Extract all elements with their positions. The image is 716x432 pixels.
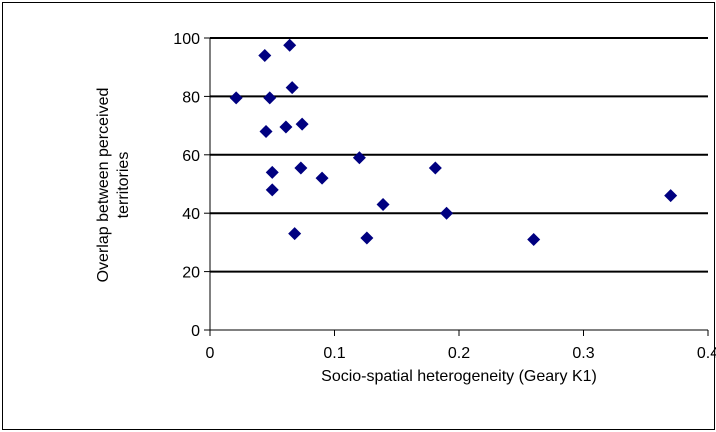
x-tick-label: 0.1 [323, 345, 345, 362]
x-tick-label: 0 [206, 345, 215, 362]
data-point [527, 232, 541, 246]
data-point [440, 206, 454, 220]
data-point [352, 151, 366, 165]
data-point [376, 197, 390, 211]
y-tick-labels: 0 20 40 60 80 100 [173, 31, 200, 340]
data-point [258, 49, 272, 63]
y-axis-label-line-1: Overlap between perceived [95, 88, 112, 283]
data-point [664, 189, 678, 203]
x-tick-label: 0.3 [572, 345, 594, 362]
data-point [428, 161, 442, 175]
data-point [279, 120, 293, 134]
data-point [265, 165, 279, 179]
x-tick-label: 0.2 [448, 345, 470, 362]
x-axis-label: Socio-spatial heterogeneity (Geary K1) [321, 368, 597, 385]
y-tick-label: 100 [173, 31, 200, 48]
data-points [229, 38, 678, 246]
y-tick-label: 60 [182, 148, 200, 165]
y-tick-label: 40 [182, 206, 200, 223]
y-tick-label: 20 [182, 265, 200, 282]
x-tick-labels: 0 0.1 0.2 0.3 0.4 [206, 345, 716, 362]
axes [204, 37, 709, 336]
data-point [285, 81, 299, 95]
x-tick-label: 0.4 [697, 345, 716, 362]
data-point [259, 124, 273, 138]
data-point [295, 117, 309, 131]
data-point [265, 183, 279, 197]
data-point [288, 227, 302, 241]
y-tick-label: 80 [182, 89, 200, 106]
gridlines [210, 37, 708, 273]
data-point [360, 231, 374, 245]
data-point [229, 91, 243, 105]
data-point [294, 161, 308, 175]
data-point [263, 91, 277, 105]
data-point [315, 171, 329, 185]
data-point [283, 38, 297, 52]
y-axis-label-line-2: territories [115, 152, 132, 219]
y-tick-label: 0 [191, 323, 200, 340]
